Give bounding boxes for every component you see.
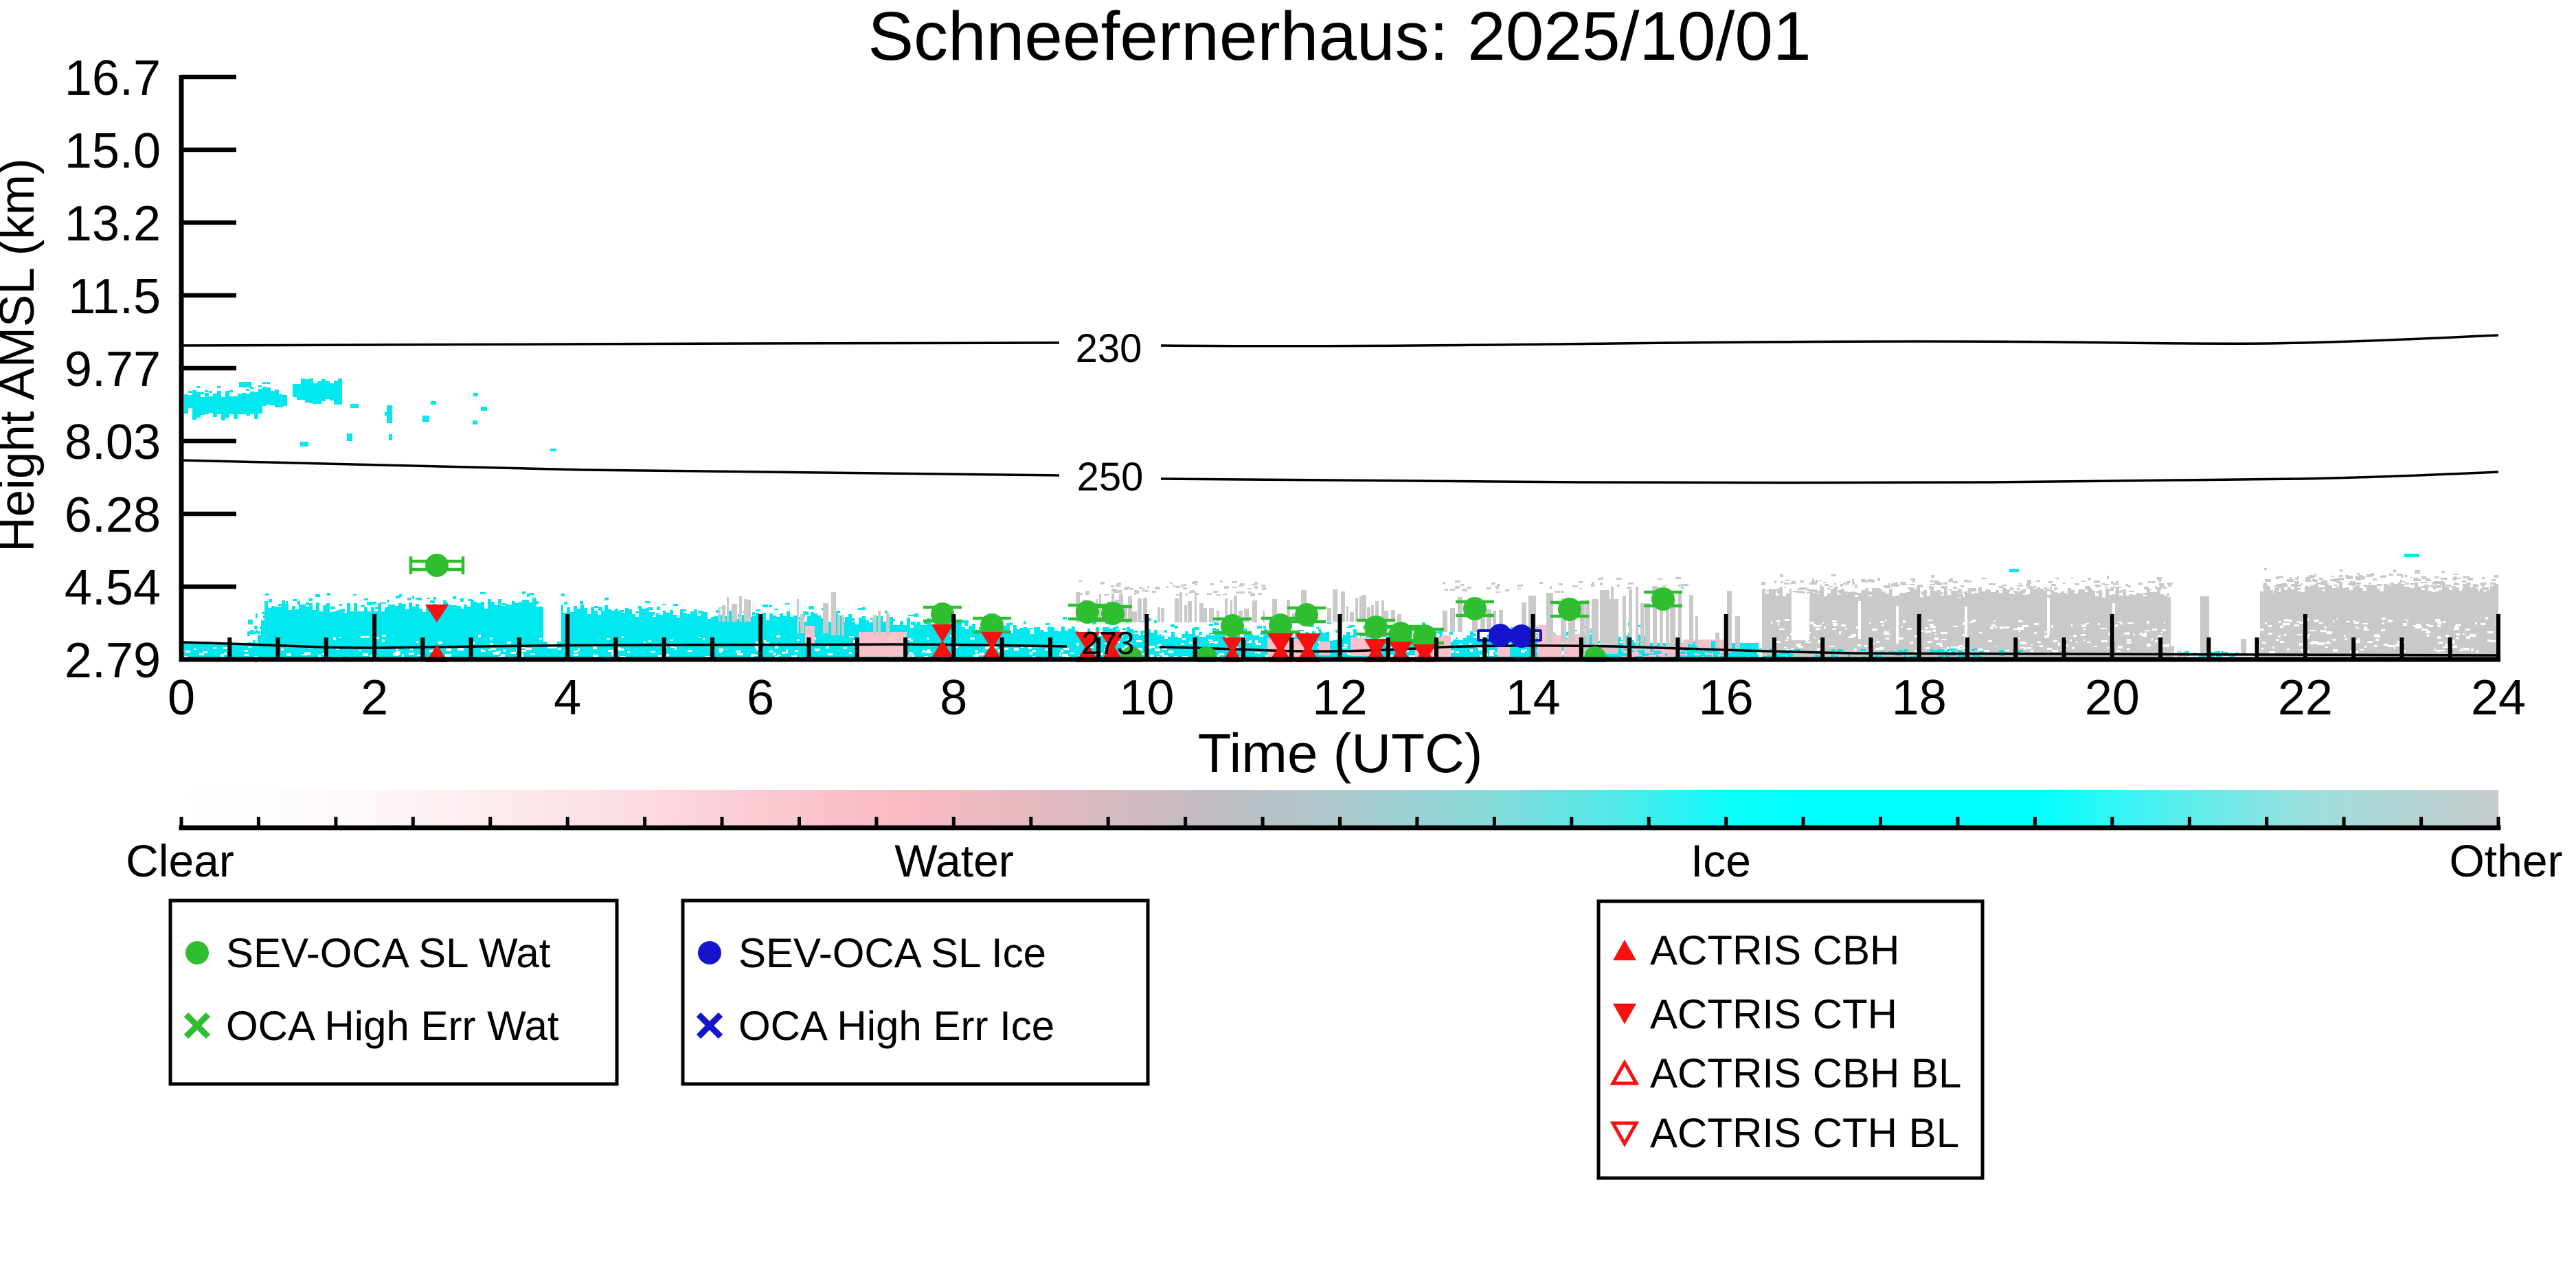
svg-text:8: 8: [940, 670, 967, 725]
svg-text:0: 0: [168, 670, 195, 725]
svg-text:SEV-OCA SL Wat: SEV-OCA SL Wat: [226, 930, 551, 976]
svg-text:6: 6: [747, 670, 774, 725]
svg-text:16.7: 16.7: [65, 51, 161, 106]
svg-text:13.2: 13.2: [65, 196, 161, 251]
svg-text:Time (UTC): Time (UTC): [1198, 723, 1483, 784]
svg-text:20: 20: [2085, 670, 2140, 725]
svg-text:OCA High Err Wat: OCA High Err Wat: [226, 1003, 559, 1049]
svg-text:ACTRIS CBH BL: ACTRIS CBH BL: [1650, 1050, 1961, 1096]
svg-text:4: 4: [554, 670, 581, 725]
svg-text:22: 22: [2278, 670, 2333, 725]
svg-text:9.77: 9.77: [65, 342, 161, 397]
svg-text:Ice: Ice: [1691, 835, 1751, 886]
svg-text:SEV-OCA SL Ice: SEV-OCA SL Ice: [738, 930, 1046, 976]
svg-text:16: 16: [1699, 670, 1754, 725]
svg-text:Schneefernerhaus: 2025/10/01: Schneefernerhaus: 2025/10/01: [868, 0, 1811, 75]
svg-text:230: 230: [1076, 326, 1142, 371]
svg-text:24: 24: [2471, 670, 2526, 725]
svg-text:4.54: 4.54: [65, 561, 161, 615]
svg-text:Height AMSL (km): Height AMSL (km): [0, 158, 45, 552]
svg-text:14: 14: [1506, 670, 1561, 725]
svg-text:250: 250: [1077, 455, 1144, 499]
svg-text:ACTRIS CTH: ACTRIS CTH: [1650, 991, 1897, 1037]
svg-text:12: 12: [1312, 670, 1367, 725]
svg-text:2.79: 2.79: [65, 633, 161, 688]
svg-text:Other: Other: [2449, 835, 2562, 886]
svg-text:11.5: 11.5: [68, 269, 161, 324]
svg-text:OCA High Err Ice: OCA High Err Ice: [738, 1003, 1054, 1049]
svg-text:8.03: 8.03: [65, 415, 161, 470]
svg-text:15.0: 15.0: [65, 124, 161, 179]
svg-text:2: 2: [361, 670, 388, 725]
svg-text:18: 18: [1892, 670, 1947, 725]
svg-text:Clear: Clear: [126, 835, 234, 886]
svg-text:Water: Water: [894, 835, 1014, 886]
svg-text:ACTRIS CTH BL: ACTRIS CTH BL: [1650, 1110, 1959, 1156]
svg-text:ACTRIS CBH: ACTRIS CBH: [1650, 927, 1899, 973]
svg-text:10: 10: [1119, 670, 1174, 725]
svg-text:6.28: 6.28: [65, 488, 161, 543]
svg-text:273: 273: [1082, 625, 1135, 661]
